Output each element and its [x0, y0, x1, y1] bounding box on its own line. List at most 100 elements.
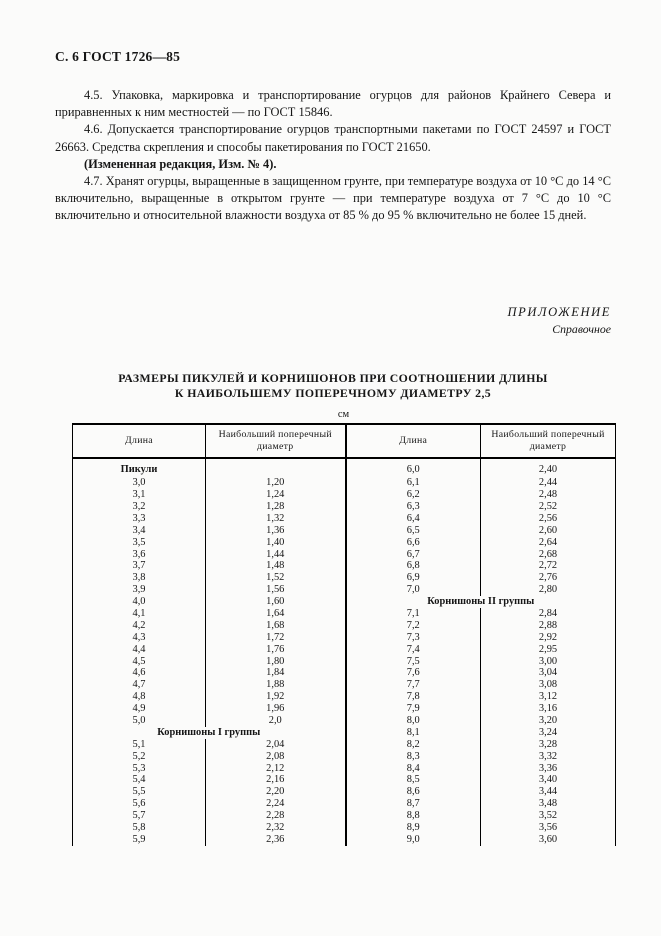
- table-cell: 3,2: [132, 500, 146, 512]
- table-cell: 2,44: [480, 477, 616, 489]
- table-row: 3,3 1,32 6,4 2,56: [73, 512, 616, 525]
- table-cell: 2,32: [205, 821, 346, 834]
- table-cell: 3,36: [480, 762, 616, 775]
- table-cell: 2,24: [205, 798, 346, 810]
- table-title: РАЗМЕРЫ ПИКУЛЕЙ И КОРНИШОНОВ ПРИ СООТНОШ…: [55, 371, 611, 401]
- annex-block: ПРИЛОЖЕНИЕ Справочное: [508, 305, 611, 337]
- table-row: 3,7 1,48 6,8 2,72: [73, 560, 616, 573]
- table-cell: 2,95: [480, 643, 616, 656]
- table-cell: 2,48: [480, 488, 616, 501]
- table-cell: 2,28: [205, 809, 346, 822]
- table-cell: 1,40: [205, 536, 346, 549]
- table-cell: 2,84: [480, 607, 616, 620]
- table-cell: 3,12: [480, 691, 616, 703]
- table-cell: 5,1: [132, 738, 146, 750]
- table-cell: 5,3: [132, 762, 146, 774]
- table-row: 5,8 2,32 8,9 3,56: [73, 821, 616, 834]
- table-cell: 1,64: [205, 607, 346, 620]
- table-cell: 5,5: [132, 786, 146, 798]
- table-cell: 4,1: [132, 607, 146, 619]
- col-header-diameter-2: Наибольший поперечный диаметр: [480, 424, 616, 459]
- table-cell: 8,0: [344, 714, 481, 727]
- table-row: 5,1 2,04 8,2 3,28: [73, 738, 616, 751]
- table-cell: 3,60: [480, 833, 616, 846]
- table-title-line1: РАЗМЕРЫ ПИКУЛЕЙ И КОРНИШОНОВ ПРИ СООТНОШ…: [118, 371, 548, 385]
- table-cell: 5,9: [132, 833, 146, 845]
- table-cell: 3,00: [480, 655, 616, 668]
- table-cell: 3,44: [480, 786, 616, 799]
- table-cell: 3,48: [480, 798, 616, 810]
- table-cell: 2,04: [205, 738, 346, 751]
- table-cell: 3,1: [132, 489, 146, 501]
- table-cell: 8,5: [344, 774, 481, 787]
- unit-label: см: [337, 409, 350, 420]
- table-cell: 7,3: [344, 631, 481, 644]
- table-cell: 3,52: [480, 809, 616, 822]
- table-cell: 3,04: [480, 667, 616, 680]
- table-cell: 2,92: [480, 631, 616, 644]
- table-row: 5,5 2,20 8,6 3,44: [73, 786, 616, 799]
- table-row: 4,2 1,68 7,2 2,88: [73, 619, 616, 632]
- table-cell: [205, 458, 346, 477]
- table-cell: 7,9: [344, 702, 481, 715]
- table-cell: 1,28: [205, 500, 346, 513]
- table-cell: 4,8: [132, 691, 146, 703]
- table-cell: 6,7: [344, 548, 481, 561]
- table-cell: 1,72: [205, 631, 346, 644]
- table-cell: 4,7: [132, 679, 146, 691]
- table-row: 4,3 1,72 7,3 2,92: [73, 631, 616, 644]
- table-cell: 2,68: [480, 548, 616, 561]
- table-cell: 7,0: [344, 584, 481, 596]
- table-cell: 2,08: [205, 750, 346, 763]
- table-cell: 8,1: [344, 726, 481, 739]
- revision-note: (Измененная редакция, Изм. № 4).: [84, 156, 277, 171]
- table-cell: 7,2: [344, 619, 481, 632]
- table-cell: 1,88: [205, 679, 346, 692]
- table-cell: 4,0: [132, 596, 146, 608]
- table-cell: 3,9: [132, 584, 146, 596]
- table-cell: 6,8: [344, 560, 481, 573]
- table-cell: 1,44: [205, 548, 346, 561]
- table-cell: 6,1: [344, 477, 481, 489]
- table-cell: 1,92: [205, 691, 346, 703]
- table-row: 4,1 1,64 7,1 2,84: [73, 607, 616, 620]
- table-cell: 1,52: [205, 572, 346, 585]
- table-cell: 1,48: [205, 560, 346, 573]
- table-row: Корнишоны I группы 8,1 3,24: [73, 726, 616, 739]
- col-header-length-2: Длина: [344, 424, 481, 459]
- table-row: 4,6 1,84 7,6 3,04: [73, 667, 616, 680]
- table-cell: 3,28: [480, 738, 616, 751]
- table-cell: 8,9: [344, 821, 481, 834]
- col-header-length-1: Длина: [72, 424, 206, 459]
- table-cell: 2,64: [480, 536, 616, 549]
- annex-label: ПРИЛОЖЕНИЕ: [507, 305, 611, 319]
- table-row: 3,1 1,24 6,2 2,48: [73, 488, 616, 501]
- table-row: 4,4 1,76 7,4 2,95: [73, 643, 616, 656]
- table-cell: 3,7: [132, 560, 146, 572]
- table-cell: 8,6: [344, 786, 481, 799]
- table-cell: 8,4: [344, 762, 481, 775]
- table-cell: 6,5: [344, 524, 481, 537]
- table-row: 5,7 2,28 8,8 3,52: [73, 809, 616, 822]
- paragraph-4-6: 4.6. Допускается транспортирование огурц…: [55, 122, 611, 154]
- table-cell: 3,3: [132, 512, 146, 524]
- table-cell: 2,20: [205, 786, 346, 799]
- paragraph-4-5: 4.5. Упаковка, маркировка и транспортиро…: [55, 88, 611, 120]
- table-row: 5,2 2,08 8,3 3,32: [73, 750, 616, 763]
- table-row: 4,9 1,96 7,9 3,16: [73, 702, 616, 715]
- table-cell: 6,4: [344, 512, 481, 525]
- table-row: 4,5 1,80 7,5 3,00: [73, 655, 616, 668]
- table-cell: 8,7: [344, 798, 481, 810]
- table-cell: 2,12: [205, 762, 346, 775]
- table-cell: 2,88: [480, 619, 616, 632]
- table-cell: 2,36: [205, 833, 346, 846]
- table-row: 5,4 2,16 8,5 3,40: [73, 774, 616, 787]
- table-cell: 1,36: [205, 524, 346, 537]
- table-section-label: Корнишоны I группы: [157, 726, 261, 738]
- table-cell: 4,5: [132, 655, 146, 667]
- table-container: см Длина Наибольший поперечный диаметр Д…: [72, 409, 616, 846]
- table-row: 4,8 1,92 7,8 3,12: [73, 691, 616, 703]
- table-cell: 5,8: [132, 822, 146, 834]
- table-cell: 3,6: [132, 548, 146, 560]
